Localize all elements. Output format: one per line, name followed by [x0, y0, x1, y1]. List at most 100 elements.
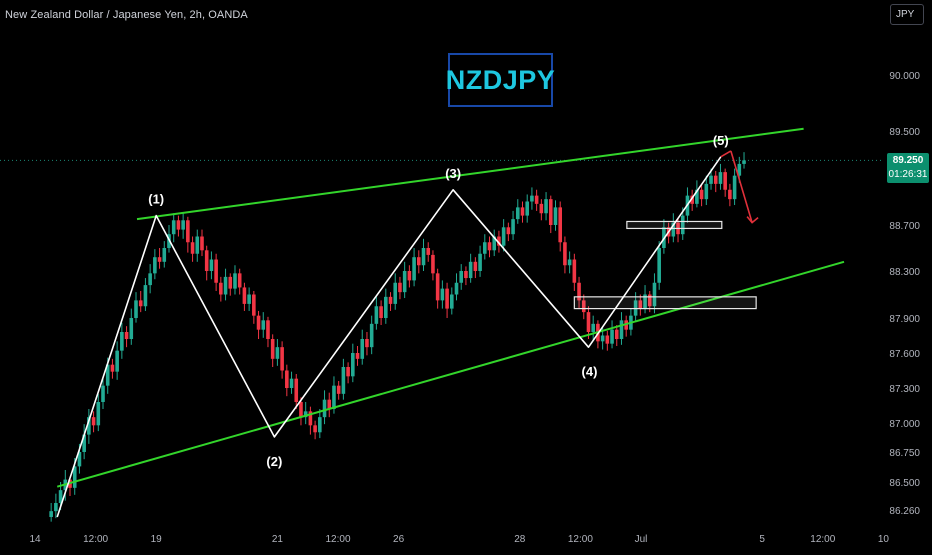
candle-body: [87, 417, 91, 435]
candle-body: [407, 271, 412, 281]
candle-body: [223, 276, 228, 295]
candle-body: [431, 254, 435, 274]
candle-body: [402, 271, 407, 293]
candle-body: [534, 195, 539, 204]
price-tick-label: 90.000: [889, 71, 920, 82]
price-tick-label: 87.000: [889, 419, 920, 430]
candle-body: [737, 163, 742, 176]
forecast-arrow-shaft: [730, 150, 753, 223]
candle-body: [351, 353, 355, 377]
forecast-arrow-head: [746, 216, 759, 224]
wave-label: (3): [445, 166, 461, 181]
candle-body: [360, 339, 365, 359]
candle-body: [445, 288, 449, 309]
drawings-layer: (1) (2) (3) (4) (5): [0, 127, 884, 518]
candle-body: [374, 306, 379, 324]
candle-body: [101, 385, 105, 402]
candle-body: [718, 172, 723, 184]
candle-body: [440, 288, 445, 301]
candle-body: [49, 511, 53, 517]
candle-body: [520, 207, 525, 216]
elliott-wave-path: [56, 156, 722, 518]
candle-body: [426, 248, 431, 255]
candle-body: [322, 399, 327, 418]
candle-body: [209, 259, 214, 271]
candle-body: [680, 215, 685, 235]
candle-body: [605, 335, 610, 344]
candle-body: [261, 320, 266, 330]
candle-body: [482, 242, 487, 254]
candle-body: [600, 335, 605, 342]
last-price-value: 89.250: [892, 155, 924, 166]
candle-body: [695, 189, 699, 204]
candle-body: [497, 236, 501, 246]
candle-body: [393, 282, 398, 304]
candle-body: [647, 294, 652, 307]
candle-body: [143, 285, 148, 307]
candle-body: [704, 183, 709, 200]
candle-body: [379, 306, 383, 318]
candle-body: [619, 320, 624, 339]
candle-body: [459, 271, 464, 283]
candle-body: [548, 199, 553, 225]
candle-body: [699, 189, 704, 200]
candle-body: [449, 294, 454, 309]
chart-title: New Zealand Dollar / Japanese Yen, 2h, O…: [5, 9, 248, 21]
last-price-tag: 89.250 01:26:31: [887, 153, 929, 183]
candle-body: [200, 236, 204, 251]
candle-body: [181, 220, 185, 230]
candle-body: [204, 250, 209, 271]
candle-body: [671, 222, 676, 237]
currency-button[interactable]: JPY: [890, 4, 924, 25]
price-tick-label: 87.300: [889, 384, 920, 395]
candle-body: [614, 329, 619, 339]
candle-body: [435, 273, 440, 301]
candle-body: [219, 282, 223, 295]
candle-body: [643, 294, 647, 309]
candle-body: [468, 261, 473, 279]
candle-body: [157, 257, 162, 262]
candle-body: [341, 367, 346, 394]
candle-body: [638, 300, 643, 309]
candle-body: [303, 411, 308, 418]
candle-body: [515, 207, 520, 220]
candle-body: [657, 248, 661, 283]
candle-body: [270, 339, 275, 359]
candle-body: [242, 287, 247, 304]
price-tick-label: 86.260: [889, 506, 920, 517]
candle-body: [487, 242, 492, 251]
candle-body: [525, 201, 530, 216]
wave-label: (1): [148, 192, 164, 207]
candle-body: [195, 236, 200, 254]
candle-body: [54, 503, 58, 512]
candle-body: [558, 207, 562, 243]
candle-body: [581, 300, 586, 313]
time-tick-label: 12:00: [568, 534, 593, 545]
time-axis[interactable]: 1412:00192112:00262812:00Jul512:00101212…: [29, 534, 932, 545]
channel-upper-line: [136, 127, 804, 221]
channel-lower-line: [56, 260, 845, 488]
candle-body: [233, 273, 237, 289]
candle-body: [586, 312, 591, 332]
price-axis[interactable]: 90.000 89.500 88.700 88.300 87.900 87.600 87.3…: [889, 71, 920, 517]
wave-label: (4): [582, 364, 598, 379]
candle-body: [732, 175, 737, 200]
candle-body: [501, 227, 506, 246]
price-tick-label: 88.300: [889, 267, 920, 278]
candle-body: [289, 378, 294, 388]
wave-label: (5): [713, 133, 729, 148]
candle-body: [124, 332, 129, 339]
candle-body: [247, 294, 251, 304]
candle-body: [478, 253, 482, 271]
candle-body: [138, 300, 143, 307]
candle-body: [332, 385, 336, 409]
candle-body: [327, 399, 332, 409]
candle-body: [77, 452, 82, 467]
candle-body: [511, 219, 515, 235]
candle-body: [728, 189, 732, 200]
support-zone-box: [573, 296, 757, 310]
time-tick-label: 12:00: [325, 534, 350, 545]
price-tick-label: 86.500: [889, 478, 920, 489]
